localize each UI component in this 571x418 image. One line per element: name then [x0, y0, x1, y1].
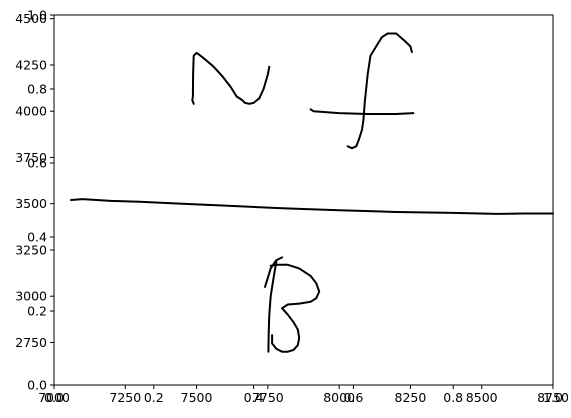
x-tick-label: 8250: [395, 390, 427, 405]
y-tick-label: 4000: [15, 104, 47, 119]
main-y-ticks: 2750 3000 3250 3500 3750 4000 4250 4500: [15, 11, 54, 350]
y-tick-label: 3750: [15, 150, 47, 165]
x-tick-label: 8500: [466, 390, 498, 405]
overlay-x-tick-label: 0.8: [443, 390, 463, 405]
main-x-ticks: 7000 7250 7500 7750 8000 8250 8500 8750: [38, 385, 569, 405]
overlay-y-tick-label: 0.4: [27, 230, 47, 245]
stroke-series-2: [309, 108, 415, 115]
stroke-series-5: [264, 256, 284, 288]
y-tick-label: 3500: [15, 196, 47, 211]
overlay-y-tick-label: 0.8: [27, 82, 47, 97]
stroke-series-7: [271, 307, 301, 353]
overlay-y-tick-label: 0.6: [27, 156, 47, 171]
x-tick-label: 8750: [537, 390, 569, 405]
overlay-y-tick-label: 0.0: [27, 378, 47, 393]
overlay-x-tick-label: 0.4: [244, 390, 264, 405]
y-tick-label: 3000: [15, 289, 47, 304]
plot-frame: [53, 14, 554, 386]
overlay-x-tick-label: 1.0: [543, 390, 563, 405]
stroke-series-8: [267, 260, 278, 353]
y-tick-label: 4500: [15, 11, 47, 26]
stroke-series-1: [191, 51, 271, 105]
overlay-y-tick-label: 0.2: [27, 304, 47, 319]
y-tick-label: 2750: [15, 335, 47, 350]
x-tick-label: 8000: [323, 390, 355, 405]
overlay-x-tick-label: 0.2: [144, 390, 164, 405]
overlay-y-ticks: 0.0 0.2 0.4 0.6 0.8 1.0: [27, 8, 54, 393]
overlay-y-tick-label: 1.0: [27, 8, 47, 23]
x-tick-label: 7750: [252, 390, 284, 405]
x-tick-label: 7250: [109, 390, 141, 405]
series-layer: [70, 32, 554, 353]
overlay-x-tick-label: 0.0: [44, 390, 64, 405]
x-tick-label: 7500: [181, 390, 213, 405]
x-tick-label: 7000: [38, 390, 70, 405]
stroke-series-6: [269, 263, 321, 310]
overlay-x-ticks: 0.0 0.2 0.4 0.6 0.8 1.0: [44, 385, 563, 405]
stroke-series-3: [346, 32, 413, 150]
overlay-x-tick-label: 0.6: [343, 390, 363, 405]
y-tick-label: 4250: [15, 57, 47, 72]
stroke-series-4: [70, 198, 554, 215]
y-tick-label: 3250: [15, 242, 47, 257]
